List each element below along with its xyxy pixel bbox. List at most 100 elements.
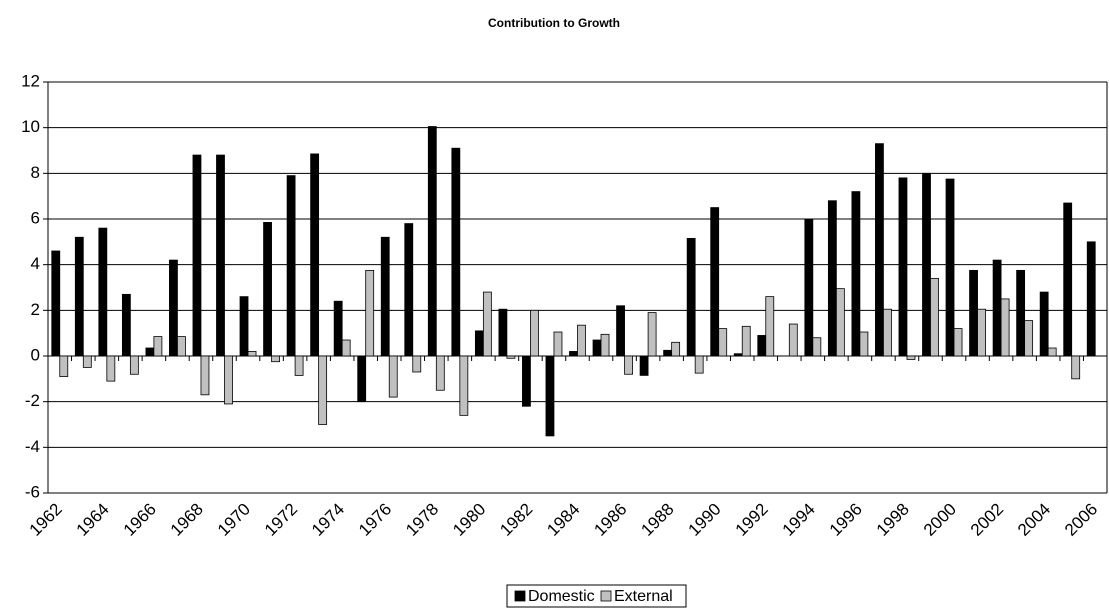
bar [1039,291,1049,357]
y-tick-label: 8 [31,163,40,182]
bar [216,154,225,357]
bar [883,308,892,357]
bar [741,325,751,357]
bar [474,330,484,357]
y-tick-label: 12 [21,71,40,90]
bar [129,355,139,375]
x-tick-label: 1986 [590,500,630,540]
bar [310,153,320,357]
y-tick-label: 6 [31,208,40,227]
bar [718,328,728,357]
bar [875,143,884,357]
bar [553,331,563,357]
bar [592,339,602,357]
bar [1024,320,1034,357]
bar [435,355,445,391]
x-tick-label: 1972 [261,500,301,540]
bar [530,309,539,357]
x-tick-label: 2006 [1061,500,1101,540]
bar [1000,298,1010,357]
legend-label: Domestic [528,588,595,605]
x-tick-label: 2002 [967,500,1007,540]
bar [380,236,390,357]
bar [600,333,610,357]
bar [624,355,633,375]
x-tick-label: 1976 [355,500,395,540]
bar [757,335,767,357]
bar [177,336,186,357]
bar [922,172,931,357]
bar [388,355,398,398]
y-tick-label: 4 [31,254,40,273]
bar [851,191,861,357]
bar [169,259,178,357]
bar [686,238,696,357]
bar [977,308,986,357]
bar [357,355,367,403]
x-tick-label: 1962 [26,500,66,540]
bar [271,355,280,363]
bar [333,300,343,357]
bar [459,355,469,416]
x-tick-label: 1984 [543,500,583,540]
x-tick-label: 2004 [1014,500,1054,540]
legend-label: External [614,588,673,605]
bar [647,312,657,357]
x-tick-label: 1974 [308,500,348,540]
bar [710,207,720,357]
legend: Domestic External [506,584,687,608]
bar [239,296,249,357]
bar [247,351,257,357]
bar [153,336,163,357]
bar [906,355,916,360]
bar [639,355,649,376]
x-tick-label: 1996 [826,500,866,540]
bar [106,355,116,382]
bar [1071,355,1081,380]
x-tick-label: 1980 [449,500,489,540]
bar [294,355,304,376]
bar [1086,241,1096,357]
bar [569,351,578,357]
bar [427,126,437,357]
legend-swatch [600,590,612,602]
bar [898,177,908,357]
bar [1063,202,1073,357]
bar [835,288,845,357]
x-tick-label: 1982 [496,500,536,540]
bar [733,353,743,357]
bar [812,337,822,357]
bar [318,355,328,425]
bar [263,222,272,357]
bar [412,355,422,373]
bar [969,269,978,357]
chart-title: Contribution to Growth [488,16,620,30]
y-tick-label: -2 [25,391,40,410]
bar [663,349,673,357]
bar [522,355,531,407]
x-tick-label: 1970 [214,500,254,540]
y-tick-label: 10 [21,117,40,136]
y-tick-label: -6 [25,482,40,501]
bar [804,218,814,357]
bar [930,277,939,357]
bar [145,347,155,357]
x-tick-label: 1992 [732,500,772,540]
bar [788,323,798,357]
x-tick-label: 1978 [402,500,442,540]
bar [224,355,233,405]
bar [694,355,704,374]
bar [945,178,955,357]
y-tick-label: 2 [31,300,40,319]
bar [1016,269,1026,357]
bar [992,259,1002,357]
bar [365,269,375,357]
bar [577,324,586,357]
bar [671,341,681,357]
bar [859,331,869,357]
x-tick-label: 1968 [167,500,207,540]
bar [51,250,61,357]
x-tick-label: 1966 [120,500,160,540]
y-tick-label: -4 [25,437,40,456]
